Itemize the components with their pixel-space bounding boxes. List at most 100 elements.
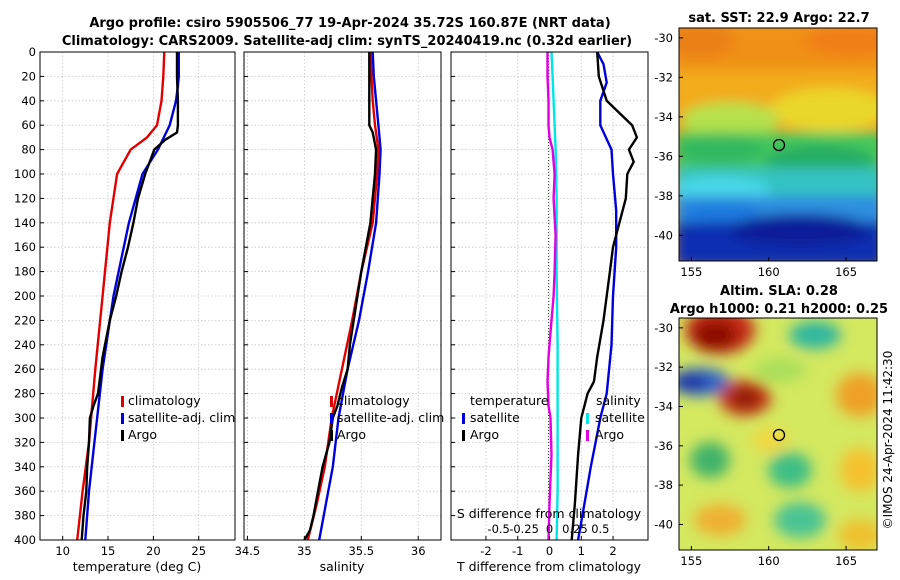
legend-label-s-argo: Argo (595, 427, 624, 442)
x-tick-label: 2 (609, 544, 616, 558)
x-tick-label: 0 (546, 544, 553, 558)
y-tick-label: 80 (21, 143, 36, 157)
map-y-tick-label: -32 (654, 70, 673, 84)
salinity-ticks: 34.5 35 35.5 36 (235, 51, 426, 558)
difference-lines (546, 52, 639, 540)
salinity-panel: 34.5 35 35.5 36 salinity climatology satell… (235, 51, 444, 574)
y-tick-label: 340 (14, 460, 36, 474)
legend-title-salinity: salinity (596, 393, 641, 408)
y-tick-label: 140 (14, 216, 36, 230)
legend-label-satellite: satellite-adj. clim (128, 410, 235, 425)
y-tick-label: 280 (14, 387, 36, 401)
map-y-tick-label: -40 (654, 228, 673, 242)
top-tick-label: -0.5 (487, 522, 509, 536)
legend-label-t-argo: Argo (470, 427, 499, 442)
x-tick-label: 10 (55, 544, 70, 558)
y-tick-label: 40 (21, 94, 36, 108)
legend-label-t-satellite: satellite (470, 410, 520, 425)
map-x-tick-label: 160 (758, 265, 780, 279)
y-tick-label: 180 (14, 265, 36, 279)
map-y-tick-label: -38 (654, 189, 673, 203)
y-tick-label: 380 (14, 509, 36, 523)
y-tick-label: 220 (14, 313, 36, 327)
difference-legend: temperature satellite Argo salinity sate… (462, 393, 645, 442)
y-tick-label: 160 (14, 240, 36, 254)
series-line-t-argo (570, 52, 639, 540)
x-tick-label: 25 (191, 544, 206, 558)
y-tick-label: 300 (14, 411, 36, 425)
map-y-tick-label: -38 (654, 478, 673, 492)
series-line-argo (303, 52, 378, 540)
legend-label-s-satellite: satellite (595, 410, 645, 425)
difference-top-label: S difference from climatology (457, 506, 642, 521)
watermark: ©IMOS 24-Apr-2024 11:42:30 (881, 351, 895, 530)
map-x-tick-label: 165 (835, 265, 857, 279)
legend-swatch-s-satellite (586, 413, 589, 424)
difference-top-ticks: -0.5 -0.25 0 0.25 0.5 (487, 522, 609, 536)
legend-label-climatology: climatology (337, 393, 410, 408)
sla-map-panel: Altim. SLA: 0.28 Argo h1000: 0.21 h2000:… (654, 284, 888, 568)
x-tick-label: -2 (480, 544, 491, 558)
temperature-xlabel: temperature (deg C) (73, 559, 202, 574)
sla-map-title-line1: Altim. SLA: 0.28 (720, 284, 838, 299)
legend-swatch-t-argo (462, 430, 465, 441)
y-tick-label: 120 (14, 191, 36, 205)
legend-label-satellite: satellite-adj. clim (337, 410, 444, 425)
series-line-s-satellite (550, 52, 559, 540)
legend-swatch-t-satellite (462, 413, 465, 424)
map-x-tick-label: 155 (680, 265, 702, 279)
y-tick-label: 260 (14, 362, 36, 376)
map-y-tick-label: -34 (654, 399, 673, 413)
map-y-tick-label: -30 (654, 31, 673, 45)
temperature-ticks: 0 20 40 60 80 100 120 140 160 180 200 220 240 260 280 3… (14, 45, 206, 558)
legend-title-temperature: temperature (470, 393, 549, 408)
salinity-xlabel: salinity (320, 559, 365, 574)
sst-map-title: sat. SST: 22.9 Argo: 22.7 (688, 11, 869, 26)
temperature-lines (76, 52, 181, 540)
y-tick-label: 0 (29, 45, 36, 59)
legend-swatch-argo (121, 430, 124, 441)
sla-map-frame (678, 317, 878, 551)
x-tick-label: 35.5 (348, 544, 374, 558)
x-tick-label: 15 (101, 544, 116, 558)
map-y-tick-label: -34 (654, 110, 673, 124)
y-tick-label: 60 (21, 118, 36, 132)
difference-xlabel: T difference from climatology (456, 559, 642, 574)
legend-swatch-climatology (330, 396, 333, 407)
salinity-lines (303, 52, 382, 540)
legend-swatch-satellite (330, 413, 333, 424)
map-y-tick-label: -40 (654, 517, 673, 531)
series-line-satellite-adj-clim (318, 52, 382, 540)
sst-map-panel: sat. SST: 22.9 Argo: 22.7 (654, 11, 878, 279)
x-tick-label: 35 (297, 544, 312, 558)
temperature-panel: 0 20 40 60 80 100 120 140 160 180 200 220 240 260 280 3… (14, 45, 236, 574)
map-y-tick-label: -32 (654, 360, 673, 374)
series-line-t-satellite (576, 52, 618, 540)
legend-swatch-argo (330, 430, 333, 441)
difference-ticks: -2 -1 0 1 2 (451, 51, 617, 558)
map-x-tick-label: 165 (835, 554, 857, 568)
difference-panel: -2 -1 0 1 2 S difference from climatology -0… (450, 51, 649, 574)
map-x-tick-label: 155 (680, 554, 702, 568)
sla-map-image (679, 318, 877, 550)
sst-map-frame (678, 27, 878, 262)
legend-swatch-climatology (121, 396, 124, 407)
top-tick-label: -0.25 (509, 522, 539, 536)
y-tick-label: 200 (14, 289, 36, 303)
argo-position-marker (772, 138, 786, 152)
temperature-grid (40, 51, 235, 541)
series-line-argo (80, 52, 180, 540)
argo-position-marker-sla (772, 428, 786, 442)
y-tick-label: 20 (21, 69, 36, 83)
sst-map-image (679, 28, 877, 261)
x-tick-label: 1 (578, 544, 585, 558)
y-tick-label: 320 (14, 435, 36, 449)
legend-label-argo: Argo (337, 427, 366, 442)
temperature-legend: climatology satellite-adj. clim Argo (121, 393, 235, 442)
legend-label-argo: Argo (128, 427, 157, 442)
map-y-tick-label: -30 (654, 321, 673, 335)
map-y-tick-label: -36 (654, 149, 673, 163)
top-tick-label: 0.5 (591, 522, 609, 536)
x-tick-label: -1 (512, 544, 523, 558)
